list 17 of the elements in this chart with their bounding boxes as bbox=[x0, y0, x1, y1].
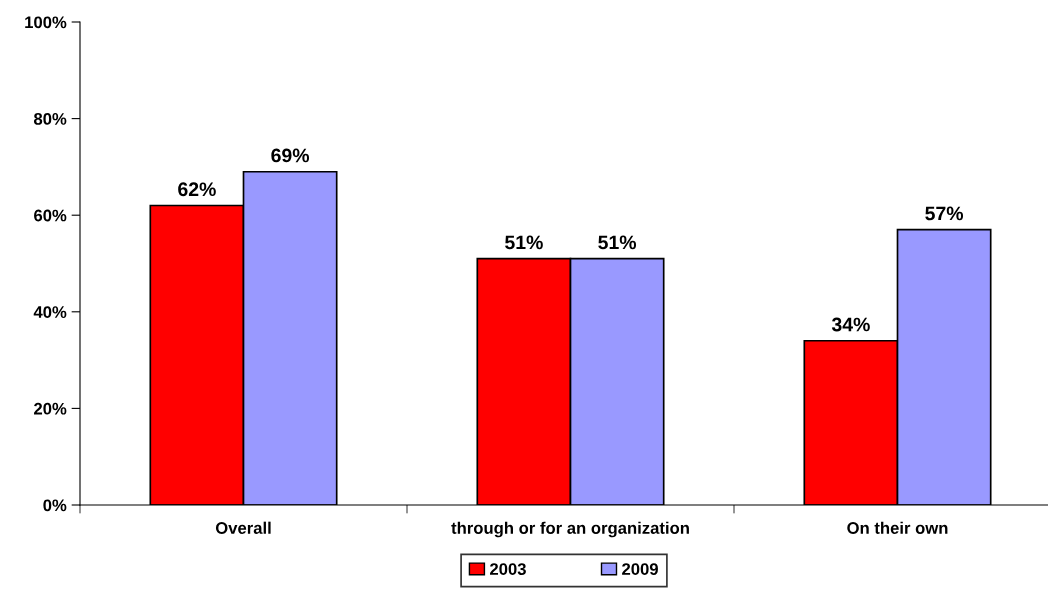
legend-label: 2009 bbox=[622, 563, 658, 575]
x-tick-label: On their own bbox=[847, 521, 948, 534]
y-tick-label: 0% bbox=[43, 499, 67, 512]
data-label: 34% bbox=[831, 317, 870, 332]
data-label: 51% bbox=[598, 235, 637, 250]
data-label: 62% bbox=[178, 182, 216, 197]
legend-label: 2003 bbox=[490, 563, 526, 575]
data-label: 57% bbox=[925, 206, 964, 221]
data-label: 69% bbox=[271, 148, 310, 163]
y-tick-label: 20% bbox=[34, 402, 67, 415]
x-tick-label: Overall bbox=[215, 521, 271, 534]
x-tick-label: through or for an organization bbox=[451, 521, 689, 538]
y-tick-label: 40% bbox=[33, 306, 67, 318]
y-tick-label: 100% bbox=[25, 16, 67, 29]
y-tick-label: 80% bbox=[33, 113, 67, 125]
data-label: 51% bbox=[505, 235, 543, 250]
y-tick-label: 60% bbox=[34, 209, 67, 222]
